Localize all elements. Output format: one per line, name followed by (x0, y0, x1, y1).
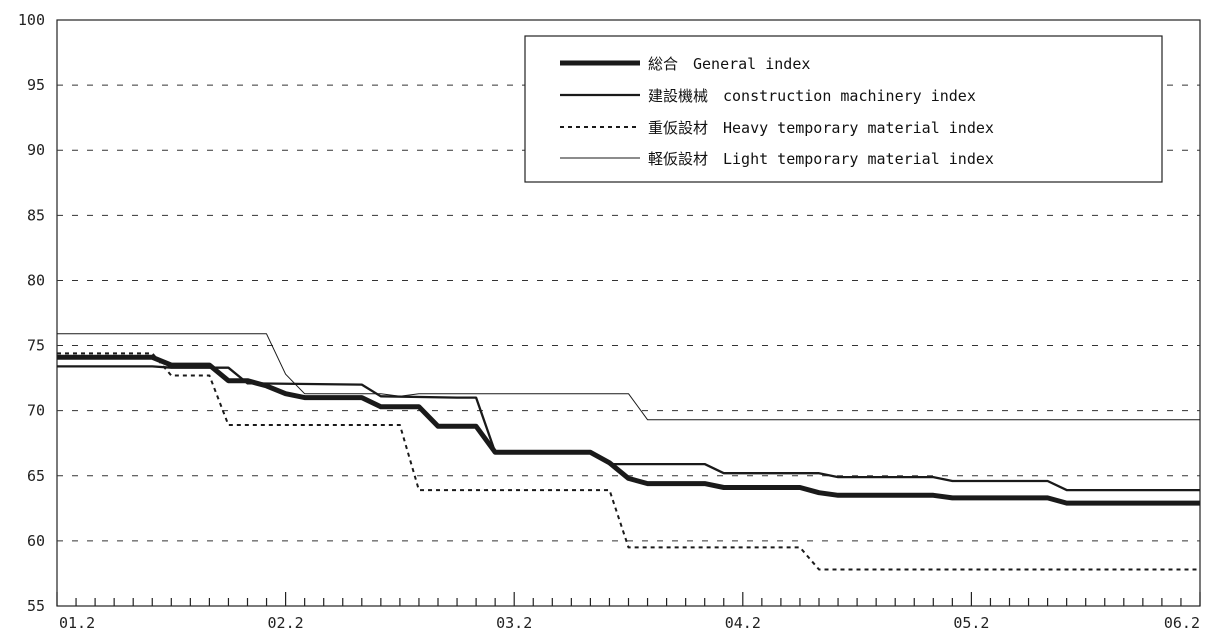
series-line-light-temporary (57, 333, 1200, 421)
legend-label-light-temporary: 軽仮設材 Light temporary material index (648, 150, 994, 168)
y-tick-label: 60 (27, 532, 45, 550)
y-tick-label: 90 (27, 141, 45, 159)
x-axis: 01.2 02.2 03.2 04.2 05.2 06.2 (56, 592, 1201, 632)
y-tick-label: 85 (27, 206, 45, 224)
y-tick-label: 75 (27, 337, 45, 355)
series-line-general (57, 354, 1200, 506)
legend: 総合 General index 建設機械 construction machi… (524, 35, 1163, 183)
series-lines (57, 333, 1200, 571)
series-line-heavy-temporary (57, 352, 1200, 571)
x-tick-label: 01.2 (59, 614, 95, 632)
legend-label-construction-machinery: 建設機械 construction machinery index (648, 87, 976, 105)
y-tick-label: 55 (27, 597, 45, 615)
legend-label-heavy-temporary: 重仮設材 Heavy temporary material index (648, 119, 994, 137)
y-tick-label: 100 (18, 11, 45, 29)
x-tick-label: 04.2 (725, 614, 761, 632)
x-tick-label: 06.2 (1164, 614, 1200, 632)
legend-label-general: 総合 General index (648, 55, 810, 73)
y-tick-label: 80 (27, 271, 45, 289)
y-axis: 55 60 65 70 75 80 85 90 95 100 (18, 11, 45, 615)
y-tick-label: 70 (27, 402, 45, 420)
y-tick-label: 65 (27, 467, 45, 485)
x-tick-label: 03.2 (496, 614, 532, 632)
x-tick-label: 05.2 (953, 614, 989, 632)
y-tick-label: 95 (27, 76, 45, 94)
x-tick-label: 02.2 (268, 614, 304, 632)
